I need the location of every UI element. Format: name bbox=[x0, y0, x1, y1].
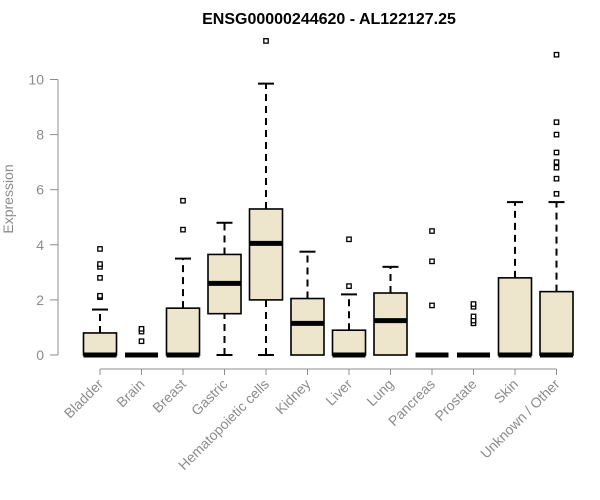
outlier-point bbox=[97, 261, 103, 267]
x-tick-label: Bladder bbox=[61, 376, 107, 422]
y-axis-title: Expression bbox=[0, 164, 16, 233]
x-tick-label: Kidney bbox=[272, 376, 314, 418]
y-tick-label: 6 bbox=[36, 182, 44, 198]
x-tick-label: Unknown / Other bbox=[477, 376, 563, 462]
y-tick-label: 8 bbox=[36, 127, 44, 143]
box-breast bbox=[165, 197, 201, 358]
outlier-point bbox=[97, 246, 103, 252]
box-iqr bbox=[165, 307, 201, 356]
box-liver bbox=[331, 236, 367, 358]
box-iqr bbox=[539, 290, 574, 356]
box-pancreas bbox=[415, 228, 449, 358]
y-axis: 0 2 4 6 8 10 bbox=[28, 72, 59, 363]
chart-title: ENSG00000244620 - AL122127.25 bbox=[202, 11, 456, 28]
box-kidney bbox=[290, 250, 325, 356]
box-iqr bbox=[248, 208, 284, 301]
y-tick-label: 10 bbox=[28, 72, 44, 88]
outlier-point bbox=[346, 236, 352, 243]
outlier-point bbox=[429, 228, 435, 234]
outlier-point bbox=[346, 283, 352, 289]
outlier-point bbox=[553, 159, 560, 165]
outlier-point bbox=[470, 301, 477, 307]
box-iqr bbox=[497, 277, 533, 356]
outlier-point bbox=[97, 292, 103, 299]
outlier-point bbox=[553, 190, 560, 197]
y-tick-label: 2 bbox=[36, 292, 44, 308]
box-unknown-other bbox=[539, 51, 574, 358]
outlier-point bbox=[553, 51, 560, 58]
outlier-point bbox=[180, 226, 186, 233]
outlier-point bbox=[180, 197, 186, 204]
x-tick-label: Liver bbox=[322, 376, 355, 409]
outlier-point bbox=[553, 175, 560, 182]
outlier-point bbox=[553, 131, 560, 138]
outlier-point bbox=[429, 258, 435, 265]
outlier-point bbox=[470, 313, 477, 320]
x-tick-label: Lung bbox=[363, 376, 396, 409]
box-bladder bbox=[82, 246, 118, 358]
outlier-point bbox=[553, 164, 560, 171]
box-hematopoietic-cells bbox=[248, 38, 284, 356]
outlier-point bbox=[553, 149, 560, 156]
outlier-point bbox=[553, 119, 560, 126]
box-gastric bbox=[207, 221, 242, 356]
x-tick-label: Prostate bbox=[431, 376, 479, 424]
boxes-group bbox=[82, 38, 574, 358]
y-tick-label: 0 bbox=[36, 347, 44, 363]
box-prostate bbox=[457, 301, 490, 358]
outlier-point bbox=[138, 338, 145, 345]
x-tick-label: Skin bbox=[491, 376, 522, 407]
outlier-point bbox=[97, 275, 103, 281]
box-brain bbox=[125, 325, 158, 358]
box-iqr bbox=[373, 292, 408, 356]
outlier-point bbox=[429, 302, 435, 309]
y-tick-label: 4 bbox=[36, 237, 44, 253]
box-iqr bbox=[331, 329, 367, 356]
outlier-point bbox=[138, 325, 145, 332]
x-tick-label: Brain bbox=[113, 376, 147, 410]
box-skin bbox=[497, 201, 533, 358]
box-iqr bbox=[82, 332, 118, 356]
box-iqr bbox=[290, 297, 325, 356]
x-tick-label: Breast bbox=[149, 376, 189, 416]
outlier-point bbox=[263, 38, 269, 44]
box-lung bbox=[373, 265, 408, 356]
